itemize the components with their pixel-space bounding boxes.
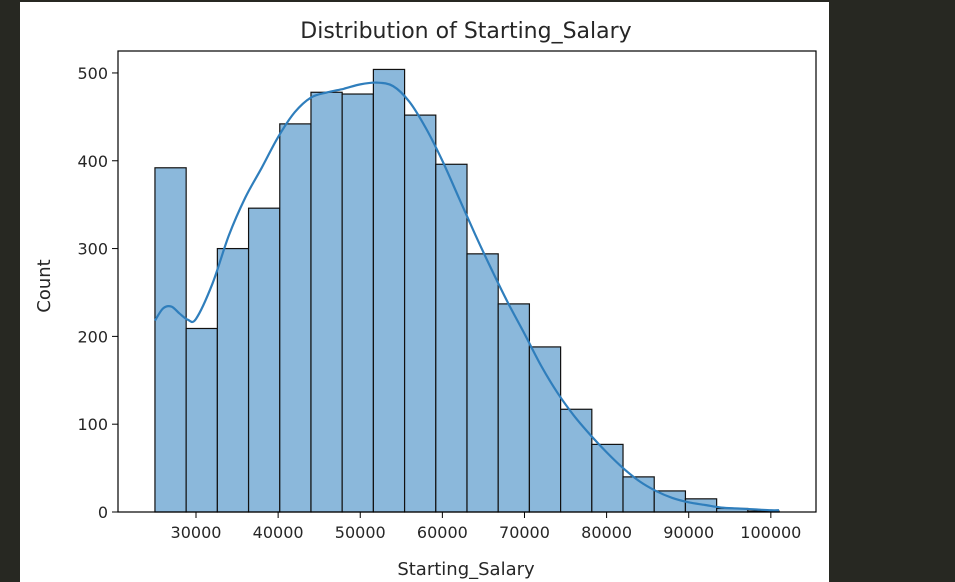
axes-frame — [117, 50, 817, 513]
x-tick-label: 30000 — [171, 523, 222, 542]
x-tick-label: 70000 — [499, 523, 550, 542]
histogram-bar — [310, 91, 343, 513]
x-tick-label: 80000 — [581, 523, 632, 542]
histogram-bar — [622, 476, 655, 513]
kde-line — [154, 81, 780, 512]
x-axis-ticks: 30000 40000 50000 60000 70000 80000 90000 10000… — [171, 512, 801, 542]
y-tick-label: 500 — [77, 64, 108, 83]
x-tick-label: 40000 — [253, 523, 304, 542]
histogram-bar — [216, 247, 250, 513]
chart-figure: Distribution of Starting_Salary 30000 400… — [20, 2, 829, 582]
x-tick-label: 90000 — [663, 523, 714, 542]
histogram-bar — [279, 123, 312, 513]
histogram-bar — [247, 207, 281, 513]
histogram-bar — [372, 68, 406, 513]
y-tick-label: 0 — [98, 503, 108, 522]
y-tick-label: 300 — [77, 240, 108, 259]
x-axis-label: Starting_Salary — [397, 559, 535, 580]
histogram-bar — [560, 408, 593, 513]
x-tick-label: 100000 — [740, 523, 801, 542]
y-tick-label: 200 — [77, 327, 108, 346]
histogram-bar — [341, 93, 374, 513]
y-axis-ticks: 0 100 200 300 400 500 — [77, 64, 118, 522]
y-tick-label: 100 — [77, 415, 108, 434]
x-tick-label: 50000 — [335, 523, 386, 542]
histogram-bar — [497, 303, 531, 513]
histogram-bar — [154, 167, 187, 513]
y-tick-label: 400 — [77, 152, 108, 171]
histogram-chart: Distribution of Starting_Salary 30000 400… — [34, 19, 817, 580]
histogram-bar — [403, 114, 437, 513]
y-axis-label: Count — [34, 259, 55, 312]
x-tick-label: 60000 — [417, 523, 468, 542]
bars-group — [154, 68, 780, 513]
chart-title: Distribution of Starting_Salary — [300, 19, 631, 44]
histogram-bar — [185, 327, 218, 513]
histogram-bar — [435, 163, 468, 513]
histogram-bar — [466, 253, 499, 513]
